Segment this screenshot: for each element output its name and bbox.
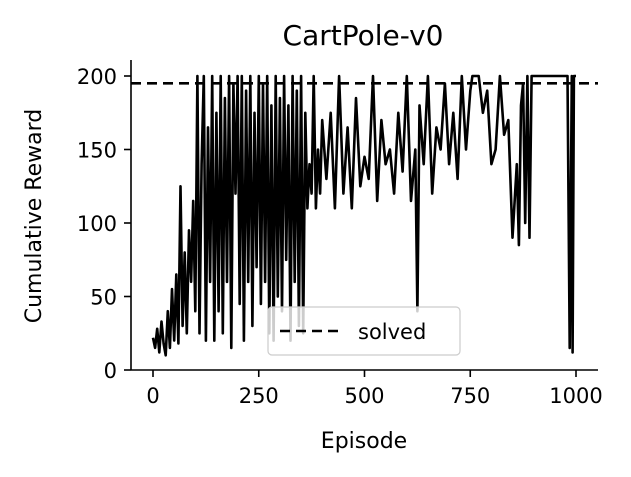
x-tick-label: 750 (450, 384, 490, 408)
y-ticks: 0 50 100 150 200 (77, 65, 131, 383)
y-tick-label: 200 (77, 65, 117, 89)
plot-area (131, 74, 598, 357)
y-tick-label: 100 (77, 212, 117, 236)
series-line-0 (151, 74, 576, 357)
y-tick-label: 50 (90, 286, 117, 310)
x-tick-label: 1000 (549, 384, 602, 408)
y-tick-label: 150 (77, 139, 117, 163)
legend: solved (267, 306, 461, 356)
x-axis-label: Episode (321, 429, 407, 454)
x-ticks: 0 250 500 750 1000 (146, 370, 603, 408)
legend-label-solved: solved (358, 320, 426, 344)
chart-title: CartPole-v0 (283, 19, 444, 52)
legend-box (267, 306, 461, 356)
x-tick-label: 250 (239, 384, 279, 408)
y-axis-label: Cumulative Reward (22, 109, 47, 324)
x-tick-label: 0 (146, 384, 159, 408)
series-layer (151, 74, 576, 357)
y-tick-label: 0 (104, 359, 117, 383)
x-tick-label: 500 (344, 384, 384, 408)
